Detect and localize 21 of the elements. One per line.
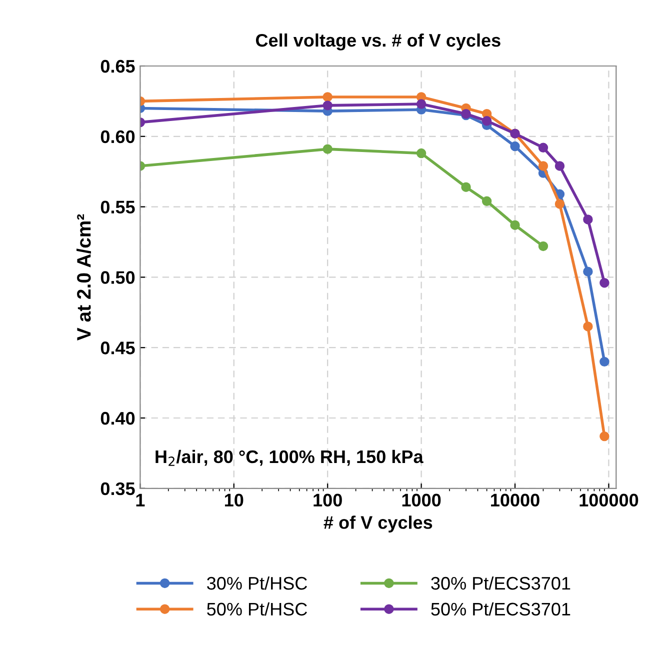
legend-label: 30% Pt/HSC: [207, 576, 308, 590]
chart-title: Cell voltage vs. # of V cycles: [256, 33, 500, 50]
y-tick-label: 0.55: [100, 200, 135, 214]
y-tick-label: 0.50: [100, 271, 135, 284]
annotation: H$_{2}$/air, 80 °C, 100% RH, 150 kPa: [156, 450, 424, 466]
y-axis-title: V at 2.0 A/cm²: [76, 214, 91, 340]
legend-label: 30% Pt/ECS3701: [431, 576, 570, 590]
y-tick-label: 0.60: [100, 130, 135, 144]
x-tick-label: 100: [314, 494, 342, 507]
y-tick-label: 0.40: [100, 412, 135, 425]
x-tick-label: 1: [136, 494, 145, 506]
y-tick-label: 0.65: [100, 60, 135, 73]
y-tick-label: 0.45: [100, 342, 135, 354]
legend-label: 50% Pt/HSC: [207, 602, 308, 616]
x-tick-label: 10: [224, 494, 244, 507]
legend-label: 50% Pt/ECS3701: [431, 602, 570, 616]
x-tick-label: 10000: [491, 494, 540, 507]
x-tick-label: 1000: [402, 494, 441, 507]
y-tick-label: 0.35: [100, 482, 135, 496]
x-tick-label: 100000: [580, 494, 638, 507]
x-axis-title: # of V cycles: [324, 516, 432, 532]
